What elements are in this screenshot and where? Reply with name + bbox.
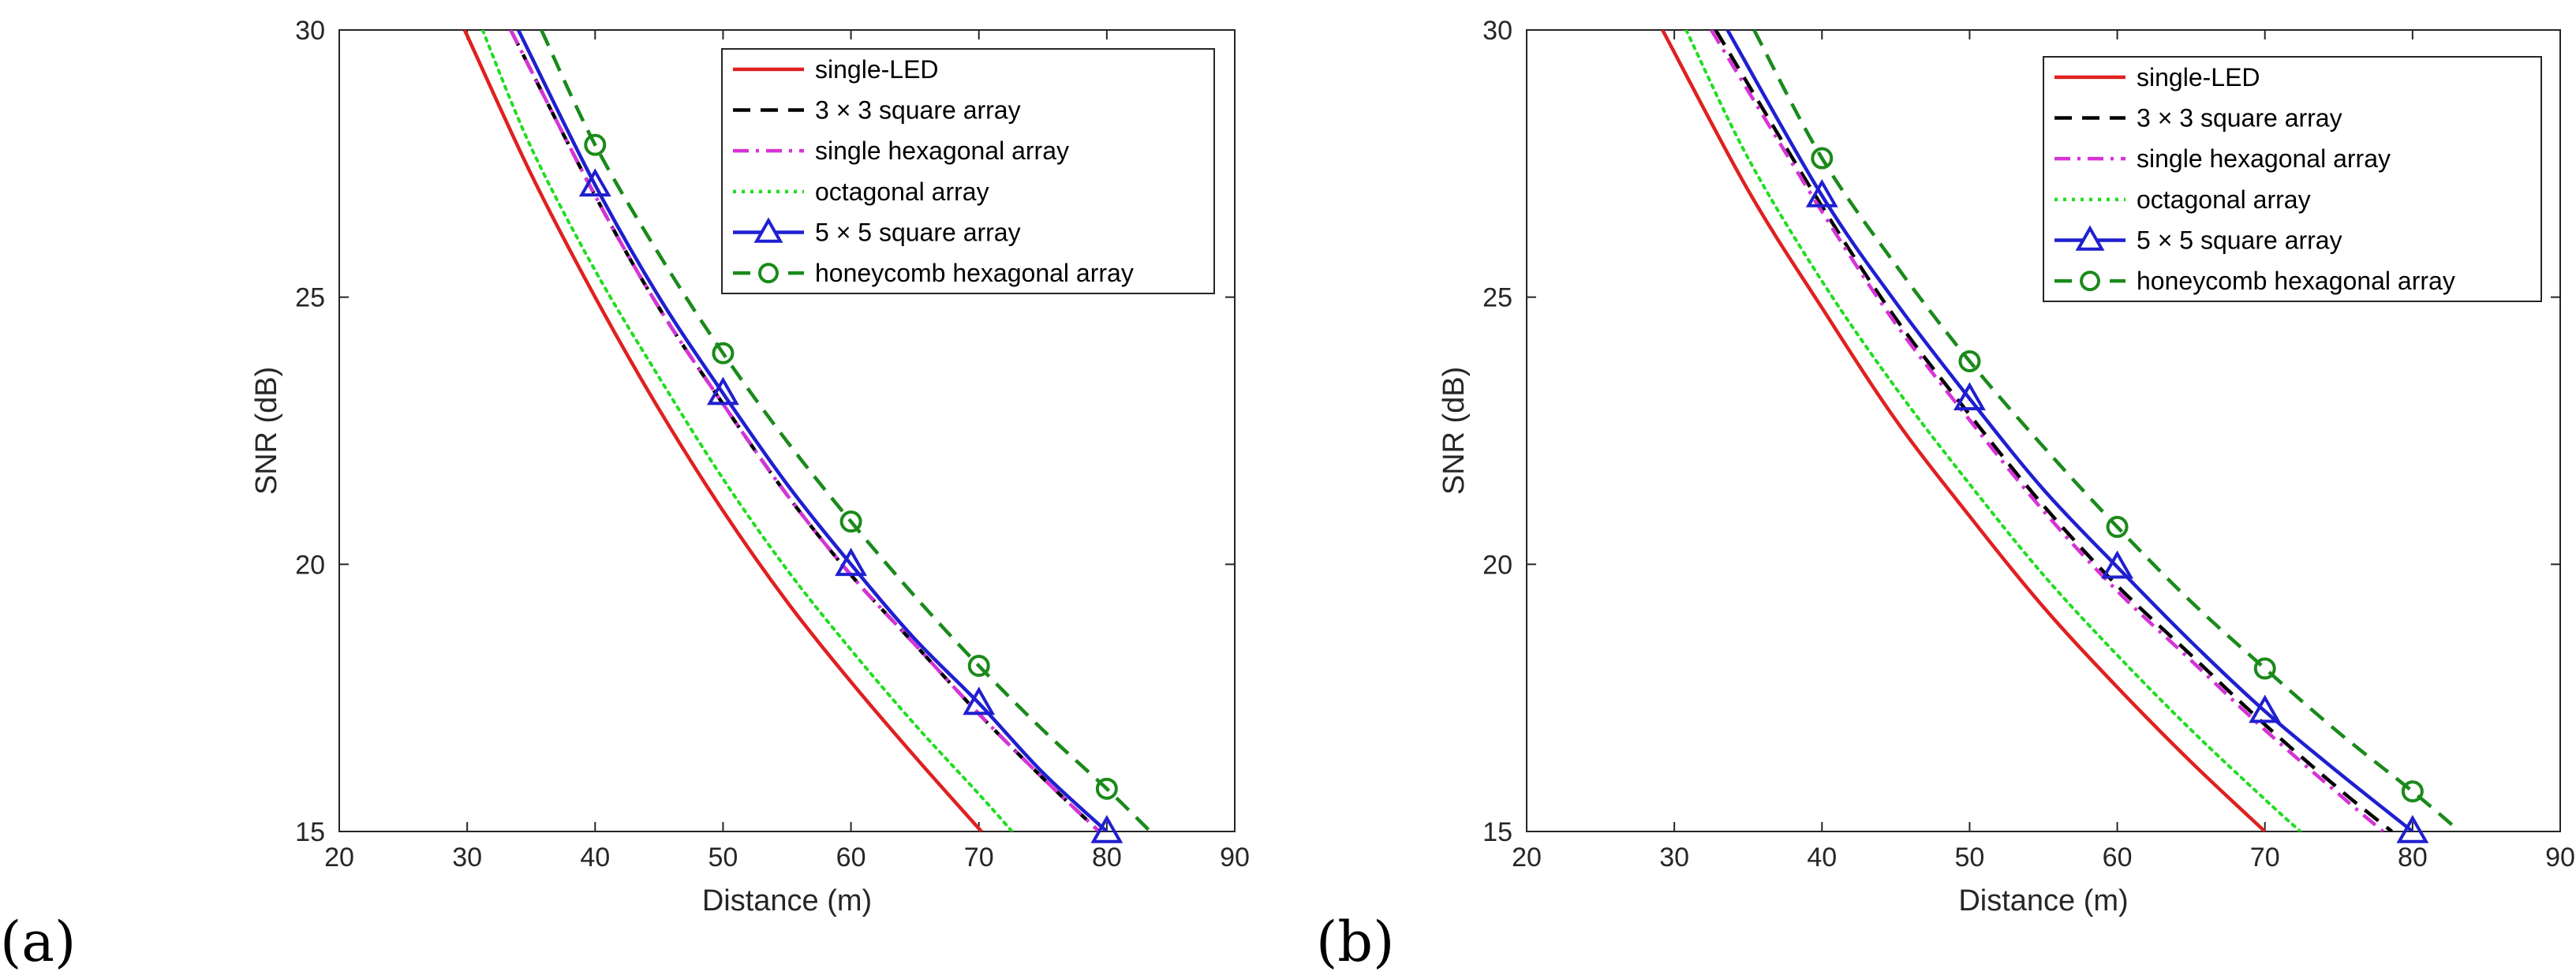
legend-entry-4: 5 × 5 square array bbox=[2137, 226, 2342, 255]
series-marker-triangle bbox=[2249, 694, 2282, 723]
series-line-3 bbox=[1684, 30, 2302, 831]
series-marker-circle bbox=[2253, 657, 2276, 680]
series-line-3 bbox=[480, 30, 1014, 831]
y-tick-label: 15 bbox=[1482, 817, 1512, 847]
series-line-2 bbox=[1710, 30, 2384, 831]
series-marker-circle bbox=[584, 133, 607, 156]
x-tick-label: 30 bbox=[452, 843, 482, 873]
x-tick-label: 80 bbox=[2398, 843, 2428, 873]
panel-label: (a) bbox=[0, 910, 76, 974]
series-marker-circle bbox=[2106, 515, 2129, 538]
y-axis-label: SNR (dB) bbox=[1438, 367, 1471, 495]
y-tick-label: 20 bbox=[295, 550, 325, 580]
panel-label: (b) bbox=[1316, 910, 1394, 974]
series-marker-circle bbox=[2401, 780, 2424, 803]
legend-entry-1: 3 × 3 square array bbox=[815, 96, 1021, 125]
legend-entry-1: 3 × 3 square array bbox=[2137, 104, 2342, 133]
series-marker-circle bbox=[1095, 777, 1118, 800]
x-tick-label: 60 bbox=[2103, 843, 2133, 873]
x-tick-label: 50 bbox=[708, 843, 738, 873]
x-axis-label: Distance (m) bbox=[1958, 884, 2128, 917]
legend-entry-4: 5 × 5 square array bbox=[815, 219, 1021, 247]
series-line-0 bbox=[1661, 30, 2267, 831]
legend-marker-triangle bbox=[753, 217, 783, 243]
plot-area bbox=[1661, 30, 2462, 831]
x-tick-label: 50 bbox=[1955, 843, 1985, 873]
legend-entry-3: octagonal array bbox=[815, 177, 989, 206]
series-line-0 bbox=[462, 30, 983, 831]
legend-marker-circle bbox=[758, 263, 779, 284]
series-marker-triangle bbox=[1953, 382, 1986, 411]
x-tick-label: 90 bbox=[1220, 843, 1250, 873]
x-tick-label: 70 bbox=[964, 843, 994, 873]
x-tick-label: 20 bbox=[324, 843, 354, 873]
series-marker-triangle bbox=[1805, 178, 1838, 207]
legend-entry-0: single-LED bbox=[2137, 63, 2260, 92]
x-tick-label: 70 bbox=[2250, 843, 2280, 873]
legend-entry-5: honeycomb hexagonal array bbox=[815, 259, 1134, 287]
x-axis-label: Distance (m) bbox=[702, 884, 872, 917]
y-axis-label: SNR (dB) bbox=[250, 367, 283, 495]
y-tick-label: 20 bbox=[1482, 550, 1512, 580]
series-line-2 bbox=[509, 30, 1101, 831]
series-marker-circle bbox=[712, 342, 735, 364]
legend-entry-2: single hexagonal array bbox=[2137, 144, 2391, 173]
series-marker-triangle bbox=[963, 686, 996, 716]
series-marker-circle bbox=[839, 510, 862, 533]
series-marker-triangle bbox=[835, 547, 868, 577]
y-tick-label: 25 bbox=[1482, 283, 1512, 313]
series-marker-triangle bbox=[2101, 550, 2134, 579]
y-tick-label: 25 bbox=[295, 283, 325, 313]
legend-entry-0: single-LED bbox=[815, 55, 939, 84]
x-tick-label: 20 bbox=[1512, 843, 1542, 873]
legend-entry-2: single hexagonal array bbox=[815, 136, 1069, 165]
legend-box bbox=[2043, 56, 2542, 302]
legend: single-LED 3 × 3 square array single hexag… bbox=[2043, 56, 2542, 302]
series-line-1 bbox=[1714, 30, 2394, 831]
x-tick-label: 40 bbox=[1807, 843, 1837, 873]
legend-box bbox=[721, 48, 1215, 294]
x-tick-label: 30 bbox=[1659, 843, 1689, 873]
series-line-4 bbox=[1725, 30, 2414, 831]
y-tick-label: 30 bbox=[295, 16, 325, 46]
series-marker-triangle bbox=[578, 168, 611, 197]
series-marker-triangle bbox=[1090, 814, 1123, 843]
y-tick-label: 15 bbox=[295, 817, 325, 847]
y-tick-label: 30 bbox=[1482, 16, 1512, 46]
series-line-4 bbox=[516, 30, 1109, 831]
x-tick-label: 40 bbox=[580, 843, 610, 873]
x-tick-label: 60 bbox=[836, 843, 866, 873]
series-line-1 bbox=[509, 30, 1101, 831]
legend-entry-5: honeycomb hexagonal array bbox=[2137, 267, 2455, 295]
series-line-5 bbox=[1752, 30, 2462, 831]
series-marker-triangle bbox=[2396, 814, 2429, 843]
legend-marker-triangle bbox=[2075, 225, 2105, 251]
x-tick-label: 90 bbox=[2545, 843, 2575, 873]
legend-entry-3: octagonal array bbox=[2137, 185, 2311, 214]
series-marker-circle bbox=[1958, 349, 1981, 372]
x-tick-label: 80 bbox=[1092, 843, 1122, 873]
series-marker-circle bbox=[1811, 147, 1834, 170]
series-line-5 bbox=[540, 30, 1152, 831]
legend-marker-circle bbox=[2080, 271, 2100, 292]
plot-area bbox=[462, 30, 1152, 831]
series-marker-triangle bbox=[706, 376, 739, 405]
series-marker-circle bbox=[967, 655, 990, 678]
legend: single-LED 3 × 3 square array single hexag… bbox=[721, 48, 1215, 294]
